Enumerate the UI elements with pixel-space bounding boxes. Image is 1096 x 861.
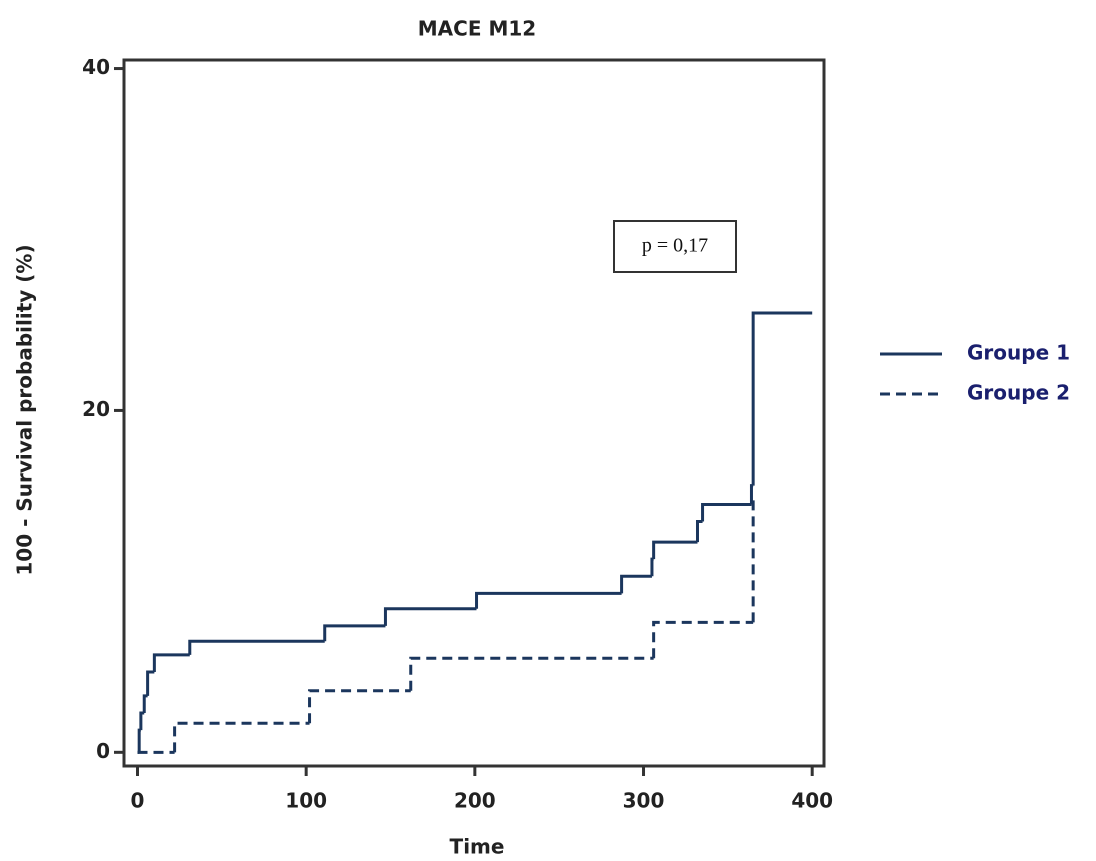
step-segment [323,624,386,642]
y-axis-label: 100 - Survival probability (%) [13,244,37,575]
step-segment [137,728,141,753]
annotation: p = 0,17 [642,235,708,257]
x-tick-label: 300 [623,789,665,813]
step-segment [650,557,654,577]
step-segment [188,639,325,655]
step-segment [701,502,752,522]
plot-frame [122,58,826,768]
annotation-box [613,220,737,273]
x-tick-label: 200 [454,789,496,813]
x-axis-label: Time [450,835,505,859]
step-segment [146,670,155,696]
step-segment [173,721,310,753]
x-tick-label: 100 [285,789,327,813]
x-tick-label: 0 [131,789,145,813]
step-segment [409,656,654,691]
step-segment [152,653,190,672]
y-tick-label: 0 [96,739,110,763]
step-segment [695,520,703,543]
y-tick-label: 20 [82,397,110,421]
step-segment [142,694,148,714]
legend-label: Groupe 1 [967,341,1070,365]
chart-title: MACE M12 [418,17,536,41]
step-segment [139,711,145,731]
step-segment [652,620,754,659]
step-segment [652,540,698,560]
legend-label: Groupe 2 [967,381,1070,405]
step-segment [620,574,652,594]
x-tick-label: 400 [791,789,833,813]
step-segment [475,591,622,609]
step-segment [751,311,813,486]
step-segment [383,607,477,626]
step-segment [308,689,411,724]
y-tick-label: 40 [82,55,110,79]
